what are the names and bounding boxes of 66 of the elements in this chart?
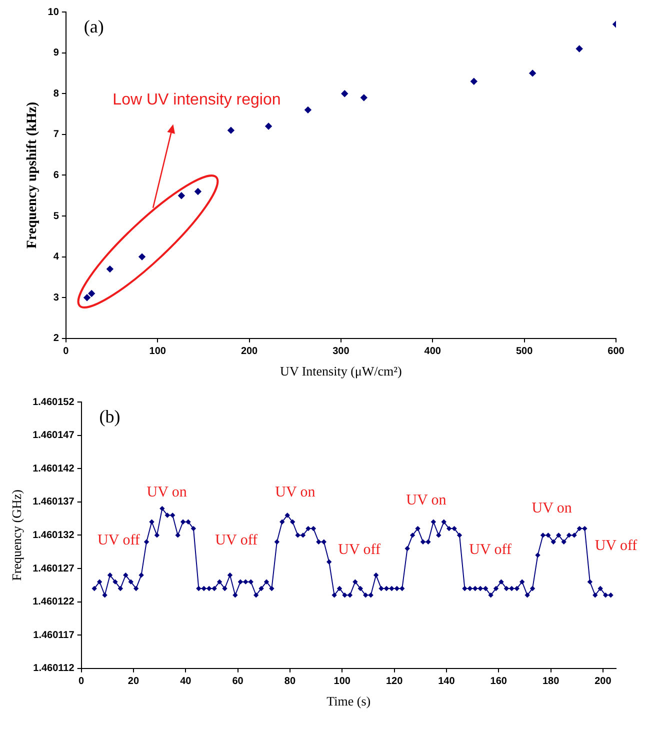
- y-tick-label: 7: [53, 129, 60, 140]
- x-tick-label: 0: [63, 346, 70, 358]
- annotation: UV off: [215, 532, 258, 548]
- x-tick-label: 200: [240, 346, 258, 358]
- y-axis-title: Frequency upshift (kHz): [25, 101, 40, 249]
- x-tick-label: 160: [490, 676, 508, 688]
- x-tick-label: 100: [334, 676, 351, 688]
- annotation: Low UV intensity region: [112, 92, 281, 109]
- y-tick-label: 1.460147: [32, 430, 75, 442]
- annotation: UV on: [275, 484, 316, 501]
- x-tick-label: 500: [516, 346, 534, 358]
- point: [106, 265, 114, 273]
- y-tick-label: 9: [53, 48, 60, 59]
- y-tick-label: 8: [53, 88, 60, 100]
- y-tick-label: 1.460122: [32, 596, 75, 608]
- x-tick-label: 80: [284, 676, 296, 688]
- y-tick-label: 3: [53, 292, 60, 304]
- annotation: UV on: [146, 484, 188, 501]
- annotation: UV off: [338, 542, 381, 558]
- point: [341, 90, 348, 98]
- x-axis-title: UV Intensity (μW/cm²): [280, 364, 402, 379]
- y-tick-label: 2: [53, 333, 60, 344]
- annotation: (b): [99, 406, 120, 427]
- y-tick-label: 1.460132: [32, 530, 75, 541]
- x-tick-label: 0: [78, 676, 85, 688]
- point: [88, 290, 96, 298]
- annotation: UV on: [532, 500, 572, 516]
- x-tick-label: 600: [608, 346, 625, 358]
- x-tick-label: 140: [438, 676, 456, 688]
- y-tick-label: 1.460152: [32, 396, 75, 408]
- point: [227, 126, 235, 134]
- point: [178, 192, 186, 200]
- y-tick-label: 10: [48, 6, 60, 18]
- annotation: UV off: [98, 532, 140, 548]
- y-axis-title: Frequency (GHz): [9, 490, 24, 581]
- x-tick-label: 60: [232, 676, 244, 688]
- point: [576, 45, 583, 52]
- x-tick-label: 120: [386, 676, 404, 688]
- x-tick-label: 300: [332, 346, 350, 358]
- x-tick-label: 400: [424, 346, 442, 358]
- y-tick-label: 1.460127: [32, 563, 75, 574]
- x-tick-label: 100: [149, 346, 166, 358]
- point: [138, 253, 146, 260]
- y-tick-label: 1.460142: [32, 463, 75, 474]
- x-tick-label: 180: [542, 676, 560, 688]
- point: [470, 78, 478, 85]
- point: [83, 294, 91, 302]
- x-tick-label: 200: [594, 676, 612, 688]
- point: [528, 70, 536, 77]
- annotation: UV off: [594, 538, 638, 554]
- annotation: (a): [84, 16, 104, 37]
- point: [304, 106, 312, 114]
- y-tick-label: 1.460137: [32, 496, 75, 508]
- x-tick-label: 40: [180, 676, 192, 688]
- point: [194, 188, 202, 196]
- point: [264, 122, 272, 130]
- point: [360, 94, 368, 102]
- x-axis-title: Time (s): [326, 694, 371, 709]
- y-tick-label: 1.460112: [33, 663, 75, 674]
- y-tick-label: 6: [53, 170, 60, 181]
- y-tick-label: 5: [53, 210, 60, 222]
- y-tick-label: 4: [53, 252, 60, 263]
- y-tick-label: 1.460117: [33, 630, 75, 641]
- x-tick-label: 20: [128, 676, 140, 688]
- annotation: UV on: [406, 492, 447, 509]
- annotation: UV off: [469, 542, 512, 558]
